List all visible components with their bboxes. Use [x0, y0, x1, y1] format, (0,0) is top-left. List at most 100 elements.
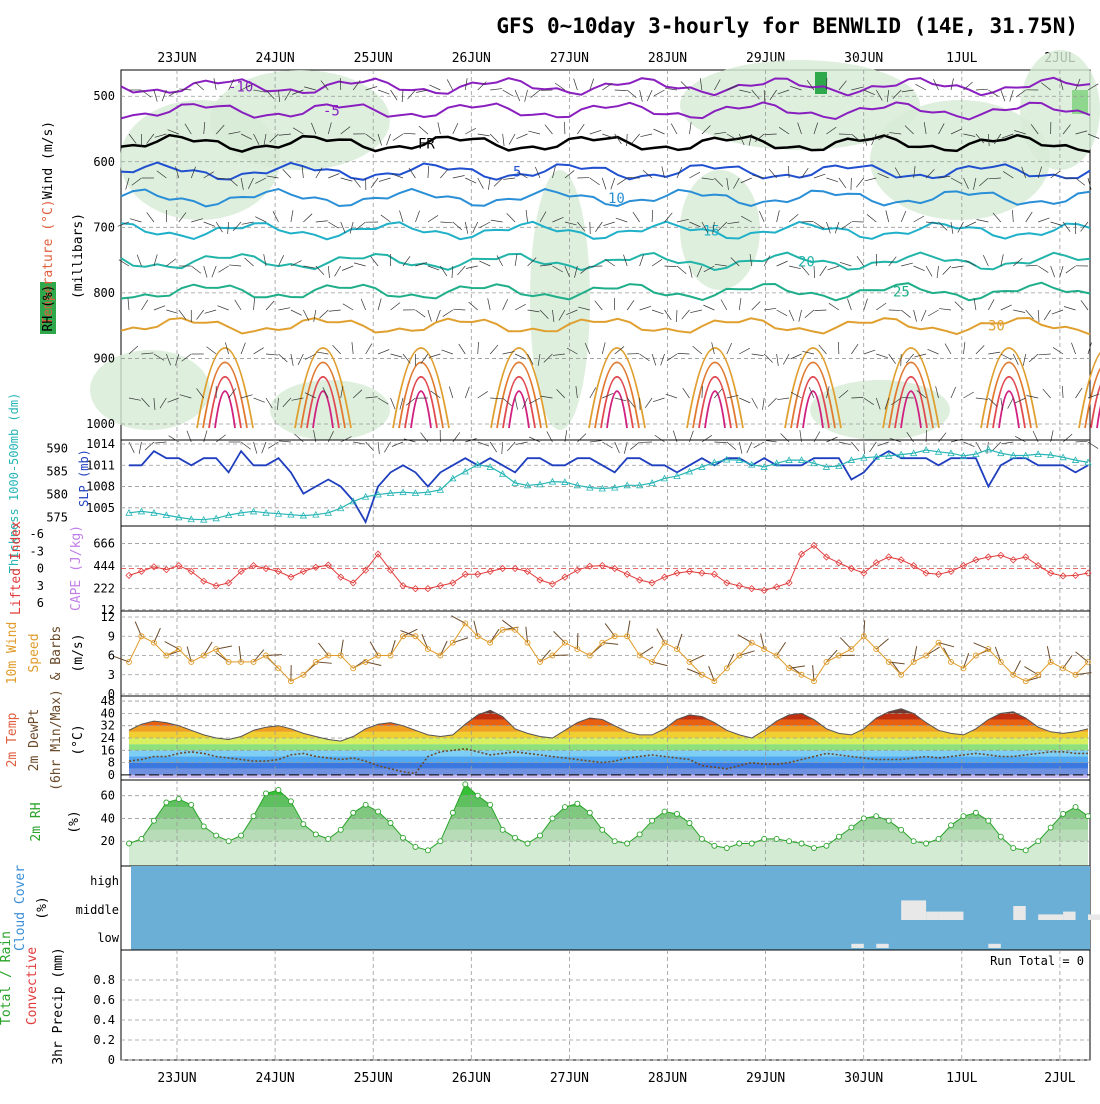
rh-point [151, 818, 156, 823]
wind-barb [391, 90, 398, 100]
wind-barb [595, 301, 603, 310]
isotherm-line [121, 222, 1090, 240]
temp-tick: 48 [101, 694, 115, 708]
wind-barb [1015, 436, 1026, 442]
wind-barb [754, 442, 764, 448]
wind-barb [366, 442, 374, 451]
wind-barb [765, 440, 777, 442]
wind-barb [627, 300, 634, 310]
wind-barb [1044, 310, 1051, 320]
wind-barb [647, 90, 652, 101]
wind-barb [802, 351, 814, 354]
wind-barb [291, 210, 293, 222]
wind-barb [739, 398, 750, 403]
rh-point [774, 836, 779, 841]
wind-barb [488, 178, 490, 190]
wind-barb [1008, 398, 1014, 409]
rh-point [973, 810, 978, 815]
wind-barb [166, 259, 176, 266]
wind-barb [478, 134, 490, 136]
wind-barb [421, 433, 428, 442]
rh-point [313, 832, 318, 837]
wind-barb [1013, 310, 1025, 312]
wind-barb [682, 310, 690, 319]
wind-barb [574, 79, 578, 90]
temp-tick: 24 [101, 731, 115, 745]
wind-barb [266, 398, 272, 408]
wind-barb [727, 343, 732, 354]
cape-axis-label: CAPE (J/kg) [69, 525, 84, 611]
wind-barb [901, 263, 913, 266]
wind-barb [195, 82, 204, 90]
wind-barb [777, 398, 789, 400]
panels: 5006007008009001000-10-5FR51015202530Tem… [0, 50, 1100, 1067]
wind-barb [864, 350, 875, 354]
wind-barb [154, 442, 166, 443]
rh-point [749, 841, 754, 846]
wind-barb [937, 266, 938, 278]
wind-barb [603, 222, 614, 226]
wind-barb [268, 442, 278, 448]
wind-barb [391, 354, 403, 357]
wind-barb [141, 300, 147, 310]
thickness-tick: 575 [46, 510, 68, 524]
wind-barb [805, 310, 814, 318]
wind-barb [1051, 266, 1055, 277]
wind-barb [667, 354, 677, 361]
wind-barb [652, 310, 663, 314]
wind-barb [490, 89, 502, 90]
temp-band [121, 695, 1090, 713]
rh-point [699, 836, 704, 841]
wind-barb [478, 391, 488, 398]
rh-point [849, 825, 854, 830]
bottom-date-label: 28JUN [648, 1071, 687, 1086]
wind-barb [693, 346, 702, 354]
cloud-level-label: high [90, 874, 119, 888]
wind-barb [480, 222, 491, 228]
wind-barb [516, 134, 527, 139]
chart-title: GFS 0~10day 3-hourly for BENWLID (14E, 3… [496, 14, 1078, 38]
wind-barb [204, 222, 215, 226]
wind-barb [633, 212, 640, 222]
rh-point [301, 822, 306, 827]
rh-axis-label: 2m RH [29, 802, 44, 841]
wind-barb [654, 90, 664, 96]
isotherm-label: FR [418, 136, 435, 152]
rh-tick: 20 [101, 834, 115, 848]
top-date-label: 25JUN [354, 51, 393, 66]
wind-barb [1026, 396, 1038, 398]
rh-point [413, 844, 418, 849]
wind-barb [428, 166, 429, 178]
wind-barb [459, 344, 466, 354]
wind-axis-label: 10m Wind [5, 622, 20, 685]
pressure-tick: 500 [93, 89, 115, 103]
wind-barb [419, 126, 428, 134]
pressure-tick: 1000 [86, 417, 115, 431]
precip-panel-frame [121, 950, 1090, 1060]
rh-point [911, 839, 916, 844]
wind-barb [429, 354, 440, 358]
wind-barb [328, 174, 339, 178]
wind-barb [915, 84, 926, 90]
precip-tick: 0.6 [93, 993, 115, 1007]
wind-barb [283, 169, 291, 178]
wind-barb [166, 310, 178, 313]
wind-barb [361, 299, 365, 310]
wind-barb [137, 255, 141, 266]
wind-barb [329, 310, 341, 311]
pressure-axis-label: (millibars) [71, 213, 86, 299]
wind-barb [690, 310, 702, 313]
wind-barb [1076, 441, 1088, 442]
cloud-background [131, 866, 1090, 950]
wind-barb [590, 130, 601, 134]
wind-barb [235, 300, 241, 310]
wind-barb [901, 211, 906, 222]
rh-point [326, 836, 331, 841]
temp-tick: 40 [101, 706, 115, 720]
rh-point [214, 833, 219, 838]
rh-point [998, 834, 1003, 839]
rh-point [675, 811, 680, 816]
wind-barb [266, 354, 278, 355]
